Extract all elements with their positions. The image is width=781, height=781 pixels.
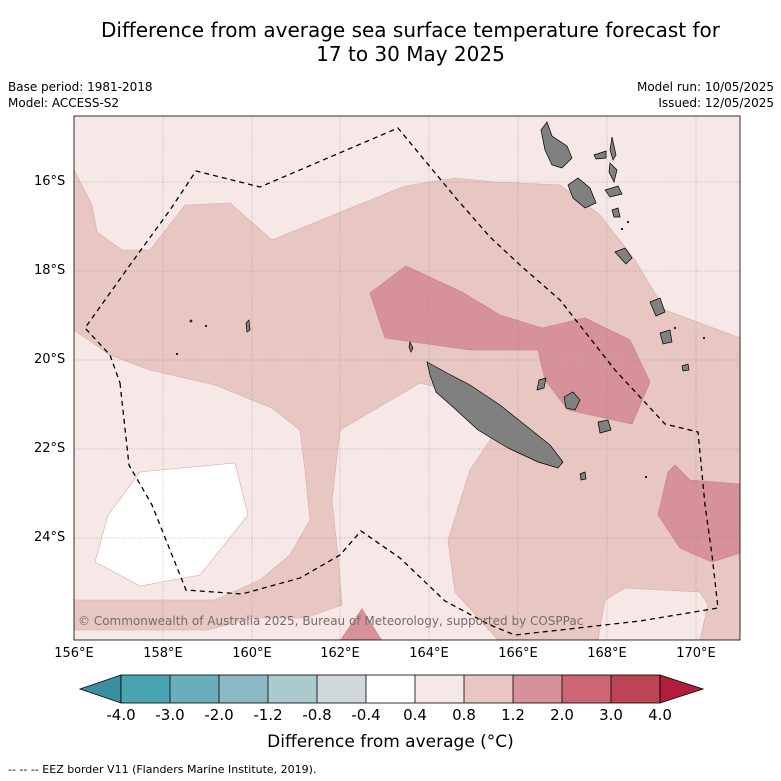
vanuatu-malekula-island bbox=[567, 177, 597, 209]
belep-island bbox=[408, 340, 414, 353]
vanuatu-aneityum-island bbox=[681, 363, 690, 372]
colorbar-under-arrow bbox=[78, 674, 122, 704]
vanuatu-maewo-island bbox=[609, 136, 617, 161]
issued-date: Issued: 12/05/2025 bbox=[658, 96, 774, 110]
lon-label-166e: 166°E bbox=[498, 646, 538, 661]
vanuatu-erromango-island bbox=[649, 297, 666, 317]
map-frame bbox=[73, 115, 741, 641]
lat-label-20s: 20°S bbox=[34, 352, 66, 367]
colorbar-segment bbox=[415, 675, 464, 703]
title-line-2: 17 to 30 May 2025 bbox=[316, 42, 505, 66]
colorbar-tick-label: 3.0 bbox=[599, 706, 623, 724]
colorbar-segment bbox=[317, 675, 366, 703]
colorbar-tick-label: 1.2 bbox=[501, 706, 525, 724]
eez-footnote: -- -- -- EEZ border V11 (Flanders Marine… bbox=[8, 763, 317, 776]
vanuatu-espiritu-santo-island bbox=[540, 121, 573, 169]
lat-label-24s: 24°S bbox=[34, 530, 66, 545]
lat-label-18s: 18°S bbox=[34, 263, 66, 278]
loyalty-lifou-island bbox=[563, 391, 581, 411]
colorbar-tick-label: 2.0 bbox=[550, 706, 574, 724]
colorbar-segment bbox=[513, 675, 562, 703]
colorbar-segment bbox=[562, 675, 611, 703]
colorbar-tick-label: -2.0 bbox=[204, 706, 234, 724]
lat-label-16s: 16°S bbox=[34, 174, 66, 189]
colorbar-tick-label: 4.0 bbox=[648, 706, 672, 724]
lon-label-168e: 168°E bbox=[587, 646, 627, 661]
lat-label-22s: 22°S bbox=[34, 441, 66, 456]
colorbar-segment bbox=[464, 675, 513, 703]
loyalty-mare-island bbox=[597, 419, 612, 434]
graticule bbox=[74, 116, 740, 640]
colorbar-tick-label: -3.0 bbox=[155, 706, 185, 724]
chesterfield-island bbox=[245, 319, 251, 333]
model-name: Model: ACCESS-S2 bbox=[8, 96, 120, 110]
loyalty-ouvea-island bbox=[536, 377, 547, 391]
colorbar-segment bbox=[268, 675, 317, 703]
new-caledonia-island bbox=[426, 361, 564, 469]
colorbar-outline bbox=[120, 674, 661, 704]
meta-left: Base period: 1981-2018 Model: ACCESS-S2 bbox=[8, 79, 153, 111]
colorbar-tick-label: 0.8 bbox=[452, 706, 476, 724]
map-title: Difference from average sea surface temp… bbox=[0, 18, 781, 66]
colorbar-segment bbox=[366, 675, 415, 703]
colorbar-tick-label: -0.8 bbox=[302, 706, 332, 724]
eez-border bbox=[84, 127, 719, 636]
map-area bbox=[74, 116, 740, 640]
title-line-1: Difference from average sea surface temp… bbox=[100, 18, 720, 42]
lon-label-156e: 156°E bbox=[54, 646, 94, 661]
colorbar-segment bbox=[219, 675, 268, 703]
colorbar-over-arrow bbox=[659, 674, 705, 704]
lon-label-158e: 158°E bbox=[143, 646, 183, 661]
copyright-notice: © Commonwealth of Australia 2025, Bureau… bbox=[78, 614, 584, 628]
colorbar-title: Difference from average (°C) bbox=[267, 732, 514, 752]
vanuatu-pentecost-island bbox=[608, 162, 618, 184]
colorbar-tick-label: -1.2 bbox=[253, 706, 283, 724]
lon-label-160e: 160°E bbox=[232, 646, 272, 661]
vanuatu-efate-island bbox=[614, 247, 633, 265]
colorbar-segment bbox=[121, 675, 170, 703]
colorbar bbox=[78, 674, 705, 704]
vanuatu-tanna-island bbox=[659, 329, 673, 345]
anomaly-1.2-2.0-central bbox=[369, 265, 651, 425]
colorbar-segment bbox=[170, 675, 219, 703]
vanuatu-ambae-island bbox=[593, 150, 607, 160]
meta-right: Model run: 10/05/2025 Issued: 12/05/2025 bbox=[637, 79, 774, 111]
model-run: Model run: 10/05/2025 bbox=[636, 80, 774, 94]
anomaly-1.2-2.0-south bbox=[340, 608, 382, 640]
islands bbox=[175, 121, 706, 481]
colorbar-tick-label: -0.4 bbox=[351, 706, 381, 724]
lon-label-170e: 170°E bbox=[676, 646, 716, 661]
vanuatu-epi-island bbox=[611, 207, 621, 218]
colorbar-tick-label: 0.4 bbox=[403, 706, 427, 724]
colorbar-tick-label: -4.0 bbox=[106, 706, 136, 724]
base-period: Base period: 1981-2018 bbox=[8, 80, 153, 94]
lon-label-162e: 162°E bbox=[320, 646, 360, 661]
isle-of-pines-island bbox=[579, 471, 587, 481]
anomaly-neutral-region bbox=[94, 462, 249, 587]
colorbar-segment bbox=[611, 675, 660, 703]
lon-label-164e: 164°E bbox=[409, 646, 449, 661]
vanuatu-ambrym-island bbox=[604, 185, 623, 198]
